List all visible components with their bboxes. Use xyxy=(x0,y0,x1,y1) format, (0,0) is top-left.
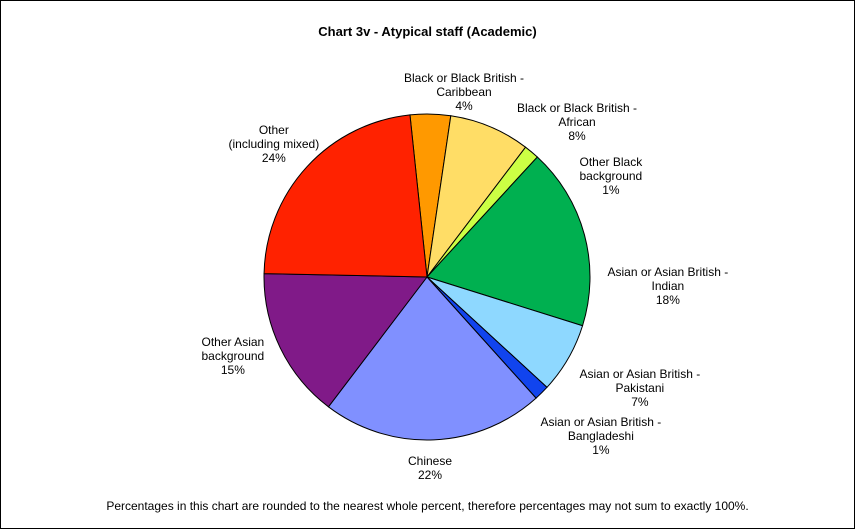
slice-label: Other (including mixed) 24% xyxy=(229,123,320,165)
pie-slice xyxy=(327,276,537,441)
slice-label: Asian or Asian British - Bangladeshi 1% xyxy=(541,415,662,457)
slice-label-line: African xyxy=(558,115,596,129)
slice-label-line: Indian xyxy=(651,279,685,293)
slice-percent: 7% xyxy=(631,395,649,409)
slice-label-line: Caribbean xyxy=(436,85,492,99)
slice-percent: 15% xyxy=(220,363,245,377)
slice-label-line: Asian or Asian British - xyxy=(579,367,701,381)
slice-label: Other Asian background 15% xyxy=(202,335,265,377)
slice-label-line: Asian or Asian British - xyxy=(607,265,729,279)
slice-label-line: Black or Black British - xyxy=(404,71,525,85)
slice-label-line: background xyxy=(201,349,265,363)
slice-label-line: Other Black xyxy=(579,155,643,169)
slice-label: Black or Black British - African 8% xyxy=(517,101,637,143)
slice-label-line: (including mixed) xyxy=(228,137,320,151)
slice-label: Asian or Asian British - Indian 18% xyxy=(608,265,729,307)
slice-label: Other Black background 1% xyxy=(580,155,643,197)
slice-label-line: Pakistani xyxy=(615,381,665,395)
slice-percent: 18% xyxy=(655,293,680,307)
slice-label-line: Black or Black British - xyxy=(517,101,638,115)
slice-label-line: Other xyxy=(258,123,289,137)
slice-percent: 8% xyxy=(568,129,586,143)
pie-slice xyxy=(263,114,428,278)
slice-percent: 22% xyxy=(418,468,443,482)
slice-label: Asian or Asian British - Pakistani 7% xyxy=(580,367,701,409)
slice-label: Chinese 22% xyxy=(408,454,452,482)
slice-label-line: Other Asian xyxy=(201,335,265,349)
pie-slice xyxy=(426,156,591,327)
slice-percent: 4% xyxy=(455,99,473,113)
chart-title: Chart 3v - Atypical staff (Academic) xyxy=(318,24,537,39)
slice-percent: 24% xyxy=(261,151,286,165)
slice-label: Black or Black British - Caribbean 4% xyxy=(404,71,524,113)
slice-percent: 1% xyxy=(592,443,610,457)
pie-slice xyxy=(263,273,428,408)
slice-label-line: Asian or Asian British - xyxy=(540,415,662,429)
slice-percent: 1% xyxy=(602,183,620,197)
slice-label-line: background xyxy=(579,169,643,183)
chart-footnote: Percentages in this chart are rounded to… xyxy=(106,499,749,513)
slice-label-line: Bangladeshi xyxy=(567,429,634,443)
slice-label-line: Chinese xyxy=(408,454,453,468)
